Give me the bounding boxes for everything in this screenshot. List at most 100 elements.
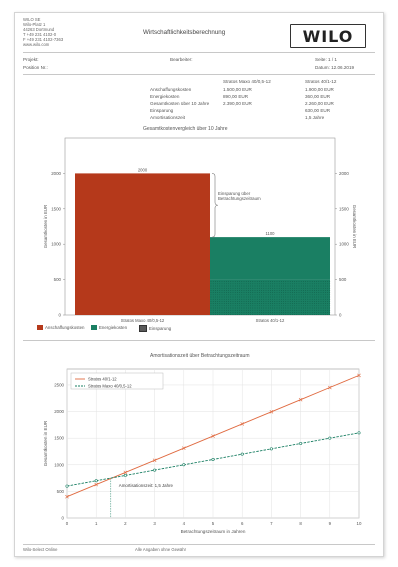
bar-texture-dot — [327, 303, 328, 304]
bar-texture-dot — [325, 298, 326, 300]
bar-anschaffung — [75, 173, 210, 315]
bar-texture-dot — [256, 294, 258, 296]
bar-texture-dot — [283, 292, 284, 293]
bar-texture-dot — [287, 314, 289, 315]
bar-texture-dot — [285, 292, 287, 293]
bar-texture-dot — [245, 294, 247, 296]
bar-texture-dot — [252, 287, 254, 289]
bar-texture-dot — [327, 307, 328, 309]
bar-texture-dot — [212, 312, 214, 313]
bar-texture-dot — [259, 290, 260, 291]
bar-texture-dot — [243, 307, 245, 309]
bar-texture-dot — [320, 285, 322, 287]
bar-texture-dot — [272, 303, 273, 304]
bar-texture-dot — [318, 287, 320, 289]
bar-texture-dot — [311, 292, 313, 293]
bar-texture-dot — [250, 292, 251, 293]
bar-texture-dot — [294, 287, 295, 289]
bar-texture-dot — [278, 285, 280, 287]
bar-texture-dot — [223, 285, 225, 287]
bar-texture-dot — [241, 290, 243, 291]
bar-texture-dot — [283, 287, 284, 289]
bar-texture-dot — [283, 305, 284, 307]
bar-texture-dot — [287, 281, 289, 282]
position-label: Position Nr.: — [23, 65, 48, 70]
y-tick-label: 1000 — [54, 462, 64, 467]
bar-texture-dot — [311, 294, 313, 296]
bar-texture-dot — [327, 312, 328, 313]
bar-texture-dot — [305, 292, 306, 293]
bar-texture-dot — [261, 281, 262, 282]
bar-texture-dot — [256, 307, 258, 309]
bar-texture-dot — [217, 314, 218, 315]
bar-texture-dot — [272, 285, 273, 287]
amortization-label: Amortisationszeit: 1,5 Jahre — [119, 483, 174, 488]
bar-texture-dot — [237, 305, 238, 307]
bar-texture-dot — [217, 283, 218, 285]
bar-texture-dot — [320, 290, 322, 291]
bar-texture-dot — [272, 292, 273, 293]
bar-texture-dot — [272, 312, 273, 313]
bar-texture-dot — [300, 283, 302, 285]
bar-texture-dot — [252, 292, 254, 293]
series-point — [357, 431, 361, 435]
bar-texture-dot — [285, 303, 287, 304]
bar-texture-dot — [272, 290, 273, 291]
bar-texture-dot — [318, 283, 320, 285]
bar-texture-dot — [285, 290, 287, 291]
bar-texture-dot — [309, 294, 311, 296]
bar-texture-dot — [237, 290, 238, 291]
bar-texture-dot — [230, 287, 232, 289]
bar-texture-dot — [325, 301, 326, 302]
bar-texture-dot — [309, 290, 311, 291]
y-tick-label: 500 — [54, 277, 62, 282]
bar-texture-dot — [256, 281, 258, 282]
bar-texture-dot — [215, 283, 216, 285]
bar-texture-dot — [237, 287, 238, 289]
bar-texture-dot — [320, 292, 322, 293]
bar-texture-dot — [241, 307, 243, 309]
x-tick-label: 8 — [299, 521, 302, 526]
bar-texture-dot — [232, 283, 234, 285]
bar-texture-dot — [276, 312, 278, 313]
bar-texture-dot — [289, 298, 291, 300]
bar-texture-dot — [243, 296, 245, 298]
divider — [23, 544, 375, 545]
bar-texture-dot — [318, 296, 320, 298]
bar-texture-dot — [316, 283, 317, 285]
bar-texture-dot — [263, 314, 265, 315]
bar-texture-dot — [226, 283, 227, 285]
bar-texture-dot — [289, 290, 291, 291]
bar-texture-dot — [300, 305, 302, 307]
bar-texture-dot — [223, 287, 225, 289]
bar-texture-dot — [217, 285, 218, 287]
bar-texture-dot — [234, 292, 236, 293]
bar-texture-dot — [311, 303, 313, 304]
bar-texture-dot — [320, 312, 322, 313]
bar-texture-dot — [309, 303, 311, 304]
bar-texture-dot — [298, 307, 300, 309]
bar-texture-dot — [329, 287, 331, 289]
bar-texture-dot — [219, 281, 221, 282]
bar-texture-dot — [219, 294, 221, 296]
series-point — [65, 484, 69, 488]
bar-texture-dot — [221, 292, 223, 293]
bar-texture-dot — [223, 312, 225, 313]
bar-texture-dot — [223, 314, 225, 315]
bar-texture-dot — [329, 283, 331, 285]
bar-texture-dot — [237, 312, 238, 313]
bar-texture-dot — [316, 285, 317, 287]
address-line: Wilo-Platz 1 — [23, 22, 46, 27]
bar-texture-dot — [276, 305, 278, 307]
bar-texture-dot — [237, 292, 238, 293]
bar-texture-dot — [263, 307, 265, 309]
bar-texture-dot — [316, 312, 317, 313]
bar-texture-dot — [274, 283, 276, 285]
bar-texture-dot — [278, 309, 280, 311]
bar-texture-dot — [311, 287, 313, 289]
bar-texture-dot — [243, 305, 245, 307]
bar-texture-dot — [285, 305, 287, 307]
bar-texture-dot — [325, 296, 326, 298]
bar-texture-dot — [237, 285, 238, 287]
bar-texture-dot — [230, 298, 232, 300]
